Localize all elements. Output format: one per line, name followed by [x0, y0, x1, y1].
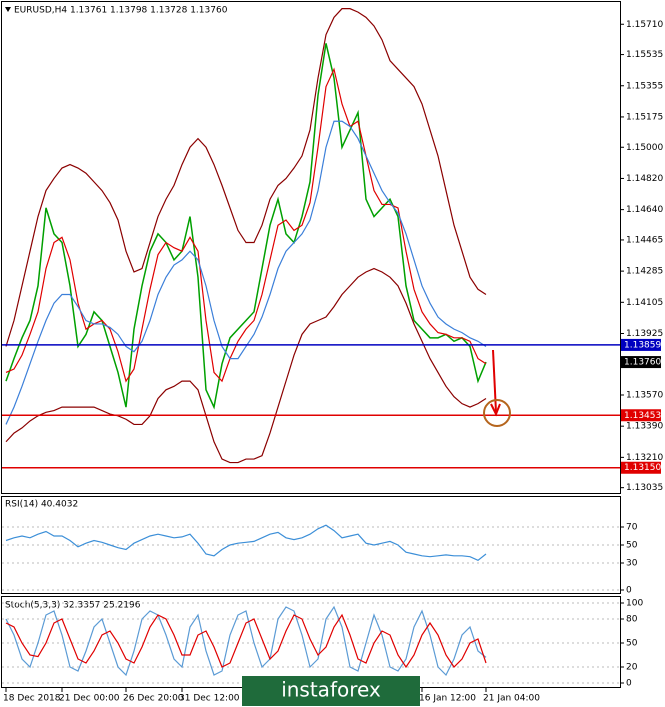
- price-label: 1.13760: [624, 358, 661, 368]
- arrow-head: [490, 403, 501, 417]
- watermark: instaforex: [281, 678, 381, 702]
- y-tick-label: 1.15355: [626, 81, 663, 91]
- y-tick-label: 1.13035: [626, 483, 663, 493]
- y-tick-label: 1.14820: [626, 174, 663, 184]
- target-circle: [483, 399, 511, 427]
- title-marker: [5, 7, 11, 12]
- series-line: [5, 605, 487, 677]
- main-panel: [1, 1, 621, 494]
- y-tick-label: 1.14105: [626, 298, 663, 308]
- series-line: [5, 8, 487, 347]
- y-tick-label: 0: [626, 679, 632, 689]
- y-tick-label: 1.13210: [626, 453, 663, 463]
- stoch-title: Stoch(5,3,3) 32.3357 25.2196: [5, 601, 141, 611]
- arrow: [492, 349, 497, 413]
- y-tick-label: 1.13390: [626, 422, 663, 432]
- series-line: [5, 67, 487, 383]
- x-tick-label: 16 Jan 12:00: [419, 694, 476, 704]
- rsi-title: RSI(14) 40.4032: [5, 500, 78, 510]
- chart-title: EURUSD,H4 1.13761 1.13798 1.13728 1.1376…: [14, 6, 228, 16]
- x-tick-label: 26 Dec 20:00: [123, 694, 184, 704]
- y-tick-label: 1.13570: [626, 390, 663, 400]
- series-line: [5, 120, 487, 425]
- y-tick-label: 100: [626, 599, 643, 609]
- y-tick-label: 50: [626, 541, 638, 551]
- y-tick-label: 50: [626, 639, 638, 649]
- x-tick-label: 21 Jan 04:00: [483, 694, 540, 704]
- watermark-box: [242, 676, 420, 706]
- level-label-box: [621, 461, 661, 474]
- level-label: 1.13859: [624, 340, 661, 350]
- y-tick-label: 1.15000: [626, 143, 663, 153]
- y-tick-label: 1.15535: [626, 50, 663, 60]
- y-tick-label: 80: [626, 615, 638, 625]
- level-label-box: [621, 338, 661, 351]
- y-tick-label: 1.15710: [626, 20, 663, 30]
- y-tick-label: 1.14640: [626, 205, 663, 215]
- y-tick-label: 1.15175: [626, 112, 663, 122]
- series-line: [5, 267, 487, 464]
- y-tick-label: 70: [626, 523, 638, 533]
- y-tick-label: 1.14465: [626, 235, 663, 245]
- y-tick-label: 1.14285: [626, 267, 663, 277]
- series-line: [5, 43, 487, 410]
- y-tick-label: 20: [626, 663, 638, 673]
- series-line: [5, 524, 487, 561]
- y-tick-label: 1.13925: [626, 329, 663, 339]
- x-tick-label: 31 Dec 12:00: [179, 694, 240, 704]
- x-tick-label: 18 Dec 2018: [3, 694, 61, 704]
- level-label: 1.13150: [624, 463, 661, 473]
- price-label-box: [621, 356, 661, 369]
- y-tick-label: 30: [626, 559, 638, 569]
- level-label-box: [621, 409, 661, 422]
- x-tick-label: 21 Dec 00:00: [59, 694, 120, 704]
- series-line: [5, 613, 487, 669]
- y-tick-label: 0: [626, 586, 632, 596]
- level-label: 1.13453: [624, 411, 661, 421]
